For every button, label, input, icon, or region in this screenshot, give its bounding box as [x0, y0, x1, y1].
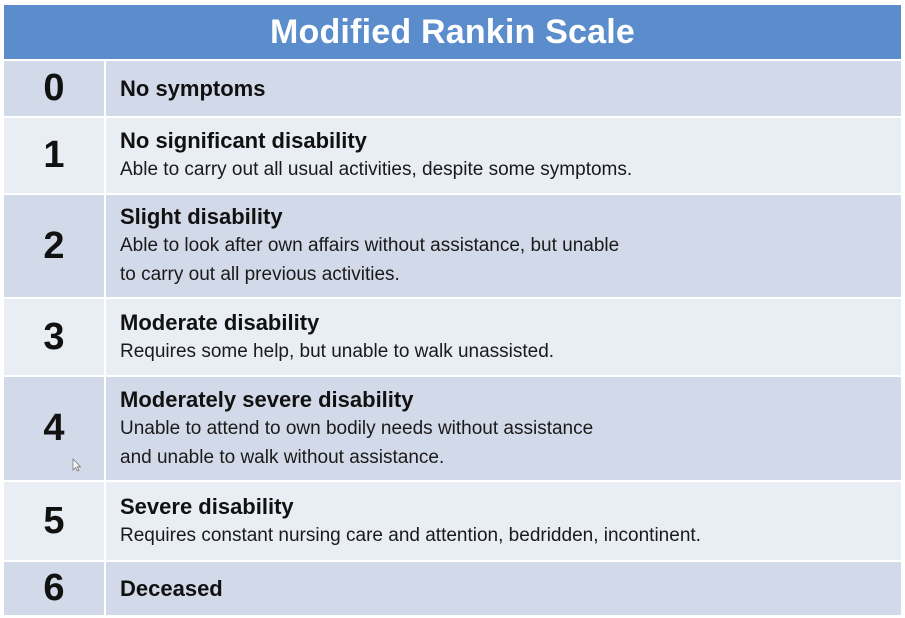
row-title: Deceased — [120, 575, 223, 601]
mouse-pointer-icon — [72, 458, 82, 472]
score-cell: 0 — [4, 61, 106, 116]
scale-row-6: 6 Deceased — [4, 560, 901, 615]
row-detail: Requires constant nursing care and atten… — [120, 524, 701, 546]
description-cell: No significant disability Able to carry … — [106, 118, 901, 193]
description-cell: Deceased — [106, 562, 901, 615]
scale-row-4: 4 Moderately severe disability Unable to… — [4, 375, 901, 480]
scale-row-5: 5 Severe disability Requires constant nu… — [4, 480, 901, 560]
description-cell: Severe disability Requires constant nurs… — [106, 482, 901, 560]
rankin-scale-table: Modified Rankin Scale 0 No symptoms 1 No… — [4, 5, 901, 615]
score-cell: 4 — [4, 377, 106, 480]
score-cell: 2 — [4, 195, 106, 297]
scale-row-2: 2 Slight disability Able to look after o… — [4, 193, 901, 297]
row-detail: Unable to attend to own bodily needs wit… — [120, 417, 594, 468]
row-detail: Able to look after own affairs without a… — [120, 235, 620, 285]
row-title: Moderately severe disability — [120, 386, 414, 412]
table-title: Modified Rankin Scale — [4, 5, 901, 59]
description-cell: No symptoms — [106, 61, 901, 116]
score-cell: 3 — [4, 299, 106, 375]
score-cell: 1 — [4, 118, 106, 193]
description-cell: Moderately severe disability Unable to a… — [106, 377, 901, 480]
scale-row-1: 1 No significant disability Able to carr… — [4, 116, 901, 193]
score-cell: 6 — [4, 562, 106, 615]
row-detail: Requires some help, but unable to walk u… — [120, 340, 555, 362]
score-cell: 5 — [4, 482, 106, 560]
description-cell: Moderate disability Requires some help, … — [106, 299, 901, 375]
row-title: Moderate disability — [120, 309, 320, 335]
scale-row-0: 0 No symptoms — [4, 59, 901, 116]
description-cell: Slight disability Able to look after own… — [106, 195, 901, 297]
row-title: No symptoms — [120, 75, 266, 101]
row-title: Severe disability — [120, 493, 294, 519]
row-title: No significant disability — [120, 128, 367, 153]
row-title: Slight disability — [120, 204, 283, 229]
scale-row-3: 3 Moderate disability Requires some help… — [4, 297, 901, 375]
row-detail: Able to carry out all usual activities, … — [120, 159, 633, 180]
